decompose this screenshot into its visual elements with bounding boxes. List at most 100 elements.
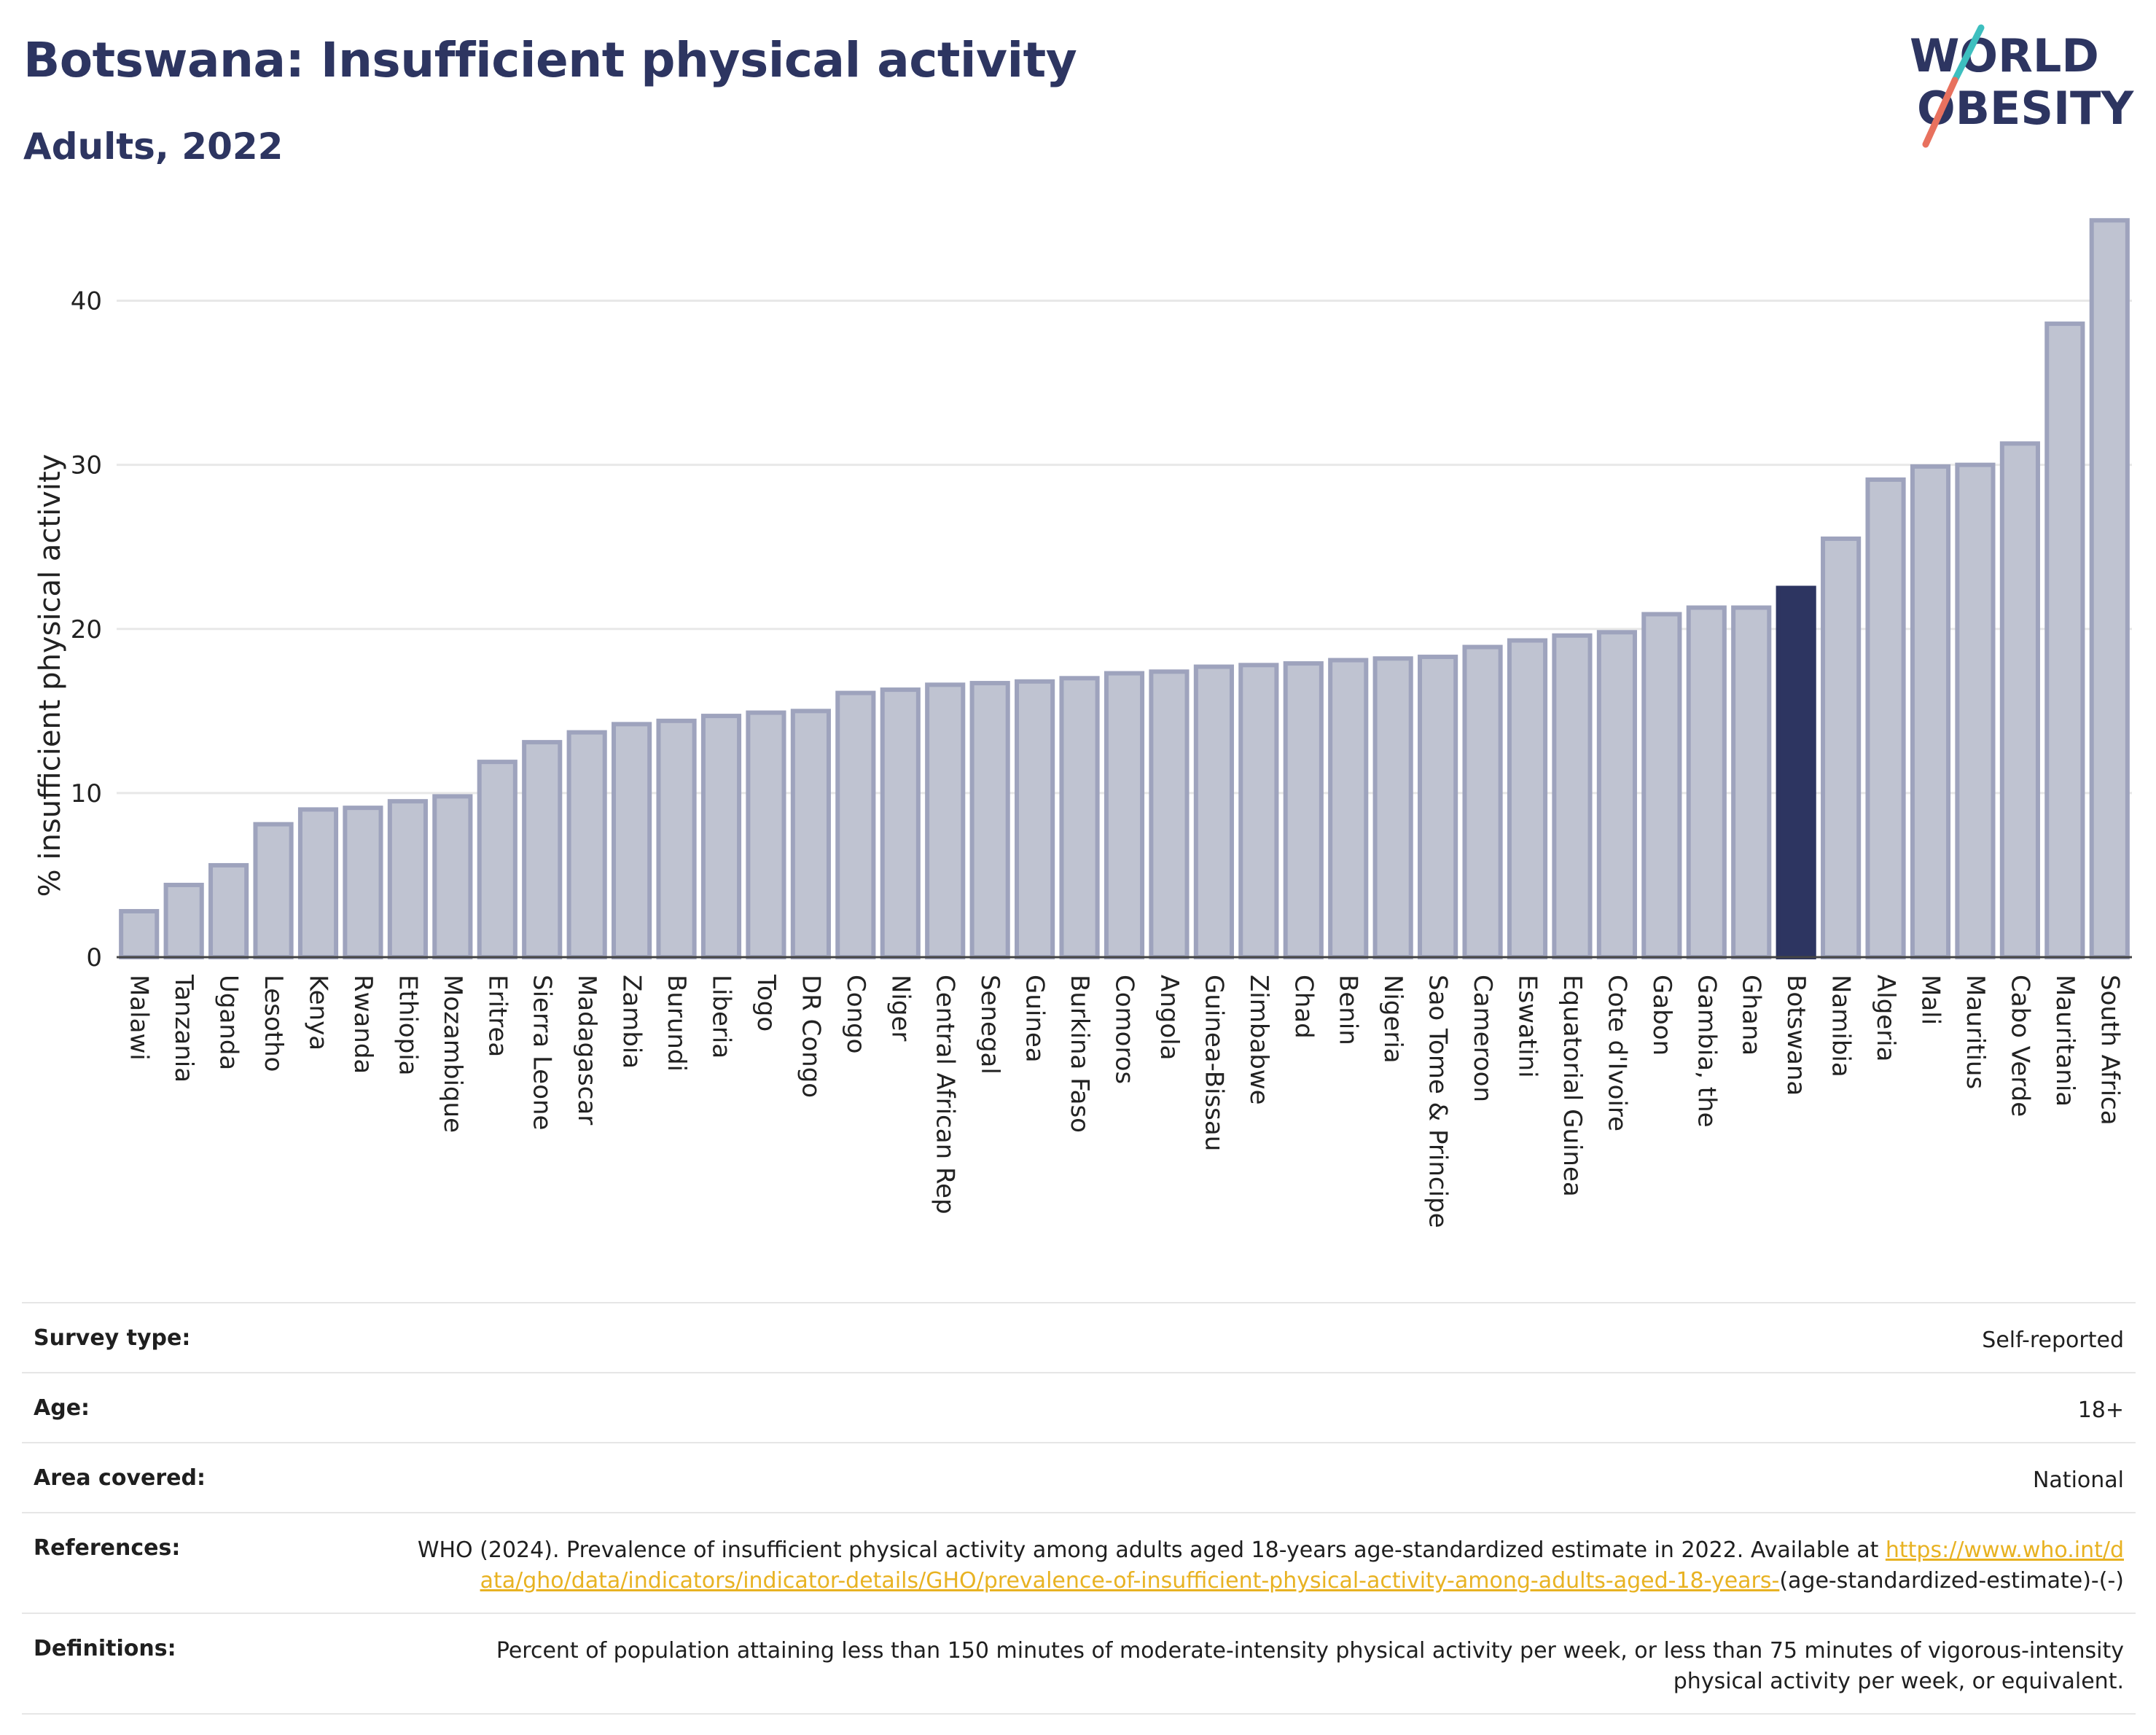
x-category-label: Malawi xyxy=(125,975,154,1061)
y-tick-label: 0 xyxy=(86,943,102,972)
logo-slash-bottom xyxy=(1922,77,1958,148)
x-category-label: DR Congo xyxy=(796,975,825,1098)
x-category-label: Sierra Leone xyxy=(528,975,557,1130)
meta-value: National xyxy=(2032,1467,2124,1493)
x-category-label: Tanzania xyxy=(169,974,198,1083)
bar-cameroon xyxy=(1462,644,1503,959)
logo-line1: WORLD xyxy=(1910,29,2099,82)
y-tick-label: 10 xyxy=(71,779,102,808)
bar-lesotho xyxy=(253,822,294,960)
meta-value: Self-reported xyxy=(1982,1327,2124,1353)
bar-comoros xyxy=(1104,671,1145,960)
bar-malawi xyxy=(119,908,160,959)
bar-sierra-leone xyxy=(522,740,563,959)
x-category-label: Guinea xyxy=(1020,975,1050,1063)
x-category-label: Zimbabwe xyxy=(1244,975,1273,1105)
bar-senegal xyxy=(969,681,1010,959)
bar-mauritius xyxy=(1955,462,1996,959)
x-category-label: Cote d'Ivoire xyxy=(1602,975,1631,1131)
meta-value: 18+ xyxy=(2077,1397,2124,1423)
page-title: Botswana: Insufficient physical activity xyxy=(23,32,1077,88)
bar-guinea xyxy=(1015,679,1055,960)
meta-row-age: Age: 18+ xyxy=(22,1372,2136,1442)
bar-sao-tome-principe xyxy=(1418,655,1458,960)
x-category-label: Mali xyxy=(1916,975,1945,1025)
x-category-label: Madagascar xyxy=(572,975,601,1125)
y-tick-label: 30 xyxy=(71,451,102,480)
bar-dr-congo xyxy=(790,709,831,959)
meta-row-area: Area covered: National xyxy=(22,1442,2136,1512)
x-category-label: Liberia xyxy=(707,975,736,1058)
meta-key: Survey type: xyxy=(34,1325,191,1351)
bar-ghana xyxy=(1731,605,1772,959)
bar-zambia xyxy=(612,722,652,959)
x-category-label: Eritrea xyxy=(483,975,512,1057)
bar-eswatini xyxy=(1507,638,1548,960)
bar-burkina-faso xyxy=(1059,676,1100,959)
bar-namibia xyxy=(1821,536,1862,959)
meta-key: Area covered: xyxy=(34,1465,206,1491)
bar-botswana xyxy=(1776,585,1816,959)
bar-cote-d-ivoire xyxy=(1596,630,1637,960)
bar-ethiopia xyxy=(387,799,428,959)
x-category-label: South Africa xyxy=(2095,975,2124,1126)
x-category-label: Rwanda xyxy=(348,975,378,1074)
metadata-table: Survey type: Self-reported Age: 18+ Area… xyxy=(22,1302,2136,1715)
x-category-label: Ethiopia xyxy=(393,975,422,1075)
y-axis-title: % insufficient physical activity xyxy=(34,454,67,897)
bar-equatorial-guinea xyxy=(1552,633,1593,959)
bar-gambia-the xyxy=(1686,605,1727,959)
x-category-label: Togo xyxy=(751,974,781,1032)
logo-slash-top xyxy=(1951,24,1985,84)
bar-zimbabwe xyxy=(1238,663,1279,960)
x-category-label: Cameroon xyxy=(1468,975,1497,1102)
x-category-label: Lesotho xyxy=(259,975,288,1072)
bar-nigeria xyxy=(1372,656,1413,959)
x-category-label: Equatorial Guinea xyxy=(1558,975,1587,1197)
x-category-label: Chad xyxy=(1289,975,1318,1039)
x-category-label: Algeria xyxy=(1871,975,1900,1061)
x-category-label: Zambia xyxy=(617,975,647,1069)
bar-mauritania xyxy=(2044,321,2085,959)
meta-row-references: References: WHO (2024). Prevalence of in… xyxy=(22,1512,2136,1613)
x-category-label: Ghana xyxy=(1737,975,1766,1056)
y-tick-labels: 0 10 20 30 40 xyxy=(71,287,102,972)
references-text: WHO (2024). Prevalence of insufficient p… xyxy=(417,1537,1879,1563)
bar-madagascar xyxy=(566,730,607,959)
bar-niger xyxy=(880,687,921,960)
x-category-label: Burundi xyxy=(662,975,691,1072)
meta-row-survey-type: Survey type: Self-reported xyxy=(22,1302,2136,1372)
world-obesity-logo: WORLD OBESITY xyxy=(1910,24,2134,148)
x-category-label: Eswatini xyxy=(1513,975,1542,1078)
x-category-label: Mauritius xyxy=(1961,975,1990,1089)
x-category-label: Botswana xyxy=(1781,975,1811,1096)
references-suffix: (age-standardized-estimate)-(-) xyxy=(1779,1568,2124,1594)
x-category-label: Angola xyxy=(1155,975,1184,1060)
x-category-label: Burkina Faso xyxy=(1065,975,1094,1133)
x-category-label: Uganda xyxy=(214,975,243,1070)
bar-kenya xyxy=(297,807,339,960)
meta-key: Definitions: xyxy=(34,1636,176,1661)
x-category-label: Mauritania xyxy=(2050,975,2079,1107)
bar-togo xyxy=(746,710,786,960)
bar-chad xyxy=(1283,661,1324,959)
bar-algeria xyxy=(1865,477,1906,959)
bar-angola xyxy=(1149,669,1190,959)
x-category-label: Niger xyxy=(886,975,915,1041)
bar-mali xyxy=(1910,464,1951,959)
bar-guinea-bissau xyxy=(1193,664,1234,959)
x-category-label: Namibia xyxy=(1827,975,1856,1077)
bar-chart: 0 10 20 30 40 Malawi Tanzania Uganda Lesotho Ken… xyxy=(34,218,2132,1228)
meta-value: WHO (2024). Prevalence of insufficient p… xyxy=(413,1535,2124,1596)
references-link[interactable]: https://www.who.int/data/gho/data/indica… xyxy=(480,1537,2124,1594)
x-category-label: Sao Tome & Principe xyxy=(1423,975,1453,1228)
x-category-label: Nigeria xyxy=(1378,975,1407,1064)
bar-burundi xyxy=(656,718,697,960)
bar-cabo-verde xyxy=(1999,441,2040,959)
bar-gabon xyxy=(1641,612,1682,959)
y-tick-label: 20 xyxy=(71,615,102,644)
bar-south-africa xyxy=(2089,218,2130,959)
x-category-label: Senegal xyxy=(975,975,1004,1075)
bar-tanzania xyxy=(163,882,204,960)
x-category-label: Comoros xyxy=(1110,975,1139,1084)
